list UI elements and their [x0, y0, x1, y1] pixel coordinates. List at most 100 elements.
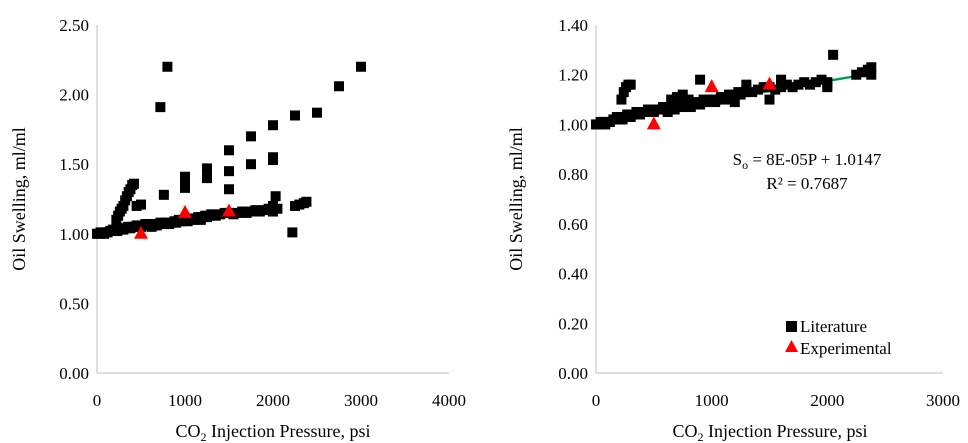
- experimental-point: [762, 76, 777, 90]
- x-tick-label: 3000: [344, 391, 378, 410]
- tick-labels: 0.00 0.20 0.40 0.60 0.80 1.00 1.20 1.40 0 1000 200…: [558, 16, 960, 410]
- literature-point: [224, 184, 234, 195]
- data-markers: [92, 61, 366, 239]
- experimental-point: [222, 203, 236, 217]
- literature-point: [866, 69, 877, 80]
- literature-point: [162, 61, 173, 72]
- literature-point: [246, 159, 256, 170]
- x-tick-label: 3000: [926, 391, 960, 410]
- literature-point: [268, 152, 278, 163]
- literature-point: [758, 82, 769, 93]
- y-tick-label: 2.00: [59, 86, 89, 105]
- literature-point: [268, 120, 278, 131]
- literature-point: [270, 191, 281, 202]
- legend-marker-literature: [786, 321, 797, 332]
- literature-point: [272, 203, 283, 214]
- y-tick-label: 0.80: [558, 165, 588, 184]
- literature-point: [822, 82, 833, 93]
- x-tick-label: 2000: [810, 391, 844, 410]
- y-tick-label: 1.20: [558, 66, 588, 85]
- y-tick-label: 1.50: [59, 155, 89, 174]
- y-tick-label: 0.40: [558, 265, 588, 284]
- y-tick-label: 1.00: [558, 115, 588, 134]
- y-axis-label: Oil Swelling, ml/ml: [9, 127, 29, 271]
- literature-point: [224, 166, 234, 177]
- legend: Literature Experimental: [778, 315, 918, 363]
- literature-point: [857, 67, 868, 78]
- x-tick-label: 0: [592, 391, 601, 410]
- literature-point: [158, 189, 169, 200]
- literature-point: [180, 182, 190, 193]
- legend-background: [778, 315, 918, 363]
- literature-point: [866, 62, 877, 73]
- r-squared-text: R² = 0.7687: [766, 174, 848, 193]
- experimental-point: [704, 79, 719, 93]
- y-tick-label: 0.20: [558, 314, 588, 333]
- literature-point: [828, 49, 839, 60]
- literature-point: [810, 77, 821, 88]
- experimental-point: [134, 225, 148, 239]
- literature-point: [747, 87, 758, 98]
- chart-left: 0.00 0.50 1.00 1.50 2.00 2.50 0 1000 2000 3000 400…: [9, 16, 466, 443]
- trendline-equation: So = 8E-05P + 1.0147 R² = 0.7687: [705, 145, 910, 197]
- literature-point: [155, 102, 166, 113]
- x-tick-label: 2000: [256, 391, 290, 410]
- equation-background: [705, 145, 910, 197]
- literature-point: [224, 145, 234, 156]
- chart-right: 0.00 0.20 0.40 0.60 0.80 1.00 1.20 1.40 0 1000 200…: [506, 16, 960, 443]
- x-tick-label: 4000: [432, 391, 466, 410]
- literature-point: [625, 79, 636, 90]
- literature-point: [118, 200, 129, 211]
- equation-text: So = 8E-05P + 1.0147: [733, 150, 882, 172]
- x-tick-label: 1000: [695, 391, 729, 410]
- literature-point: [695, 74, 706, 85]
- literature-point: [752, 84, 763, 95]
- literature-point: [202, 163, 212, 174]
- legend-label-experimental: Experimental: [800, 339, 892, 358]
- y-tick-label: 2.50: [59, 16, 89, 35]
- x-axis-label: CO2 Injection Pressure, psi: [673, 421, 868, 443]
- literature-point: [816, 74, 827, 85]
- literature-point: [136, 199, 146, 210]
- y-tick-label: 0.60: [558, 215, 588, 234]
- literature-point: [334, 81, 344, 92]
- y-tick-label: 0.00: [558, 364, 588, 383]
- y-tick-label: 0.00: [59, 364, 89, 383]
- literature-point: [287, 227, 298, 238]
- literature-point: [128, 178, 139, 189]
- data-markers: [591, 49, 877, 130]
- literature-point: [787, 82, 798, 93]
- y-tick-label: 0.50: [59, 294, 89, 313]
- legend-label-literature: Literature: [800, 317, 867, 336]
- x-tick-label: 1000: [168, 391, 202, 410]
- literature-point: [781, 79, 792, 90]
- literature-point: [851, 69, 862, 80]
- literature-point: [677, 89, 688, 100]
- literature-point: [793, 79, 804, 90]
- y-axis-label: Oil Swelling, ml/ml: [506, 127, 526, 271]
- literature-point: [671, 92, 682, 103]
- experimental-point: [646, 116, 661, 130]
- literature-point: [729, 97, 740, 108]
- x-tick-label: 0: [93, 391, 102, 410]
- literature-point: [356, 61, 366, 72]
- x-axis-label: CO2 Injection Pressure, psi: [176, 421, 371, 443]
- literature-point: [776, 82, 787, 93]
- literature-point: [180, 171, 190, 182]
- literature-point: [764, 94, 775, 105]
- literature-point: [140, 219, 151, 230]
- literature-point: [616, 94, 627, 105]
- literature-point: [290, 110, 300, 121]
- tick-labels: 0.00 0.50 1.00 1.50 2.00 2.50 0 1000 2000 3000 400…: [59, 16, 466, 410]
- literature-point: [683, 94, 694, 105]
- y-tick-label: 1.40: [558, 16, 588, 35]
- literature-point: [804, 79, 815, 90]
- legend-marker-experimental: [785, 340, 798, 352]
- literature-point: [666, 94, 677, 105]
- literature-point: [246, 131, 256, 142]
- literature-point: [301, 196, 312, 207]
- literature-point: [312, 107, 322, 118]
- literature-point: [741, 79, 752, 90]
- experimental-point: [178, 204, 192, 218]
